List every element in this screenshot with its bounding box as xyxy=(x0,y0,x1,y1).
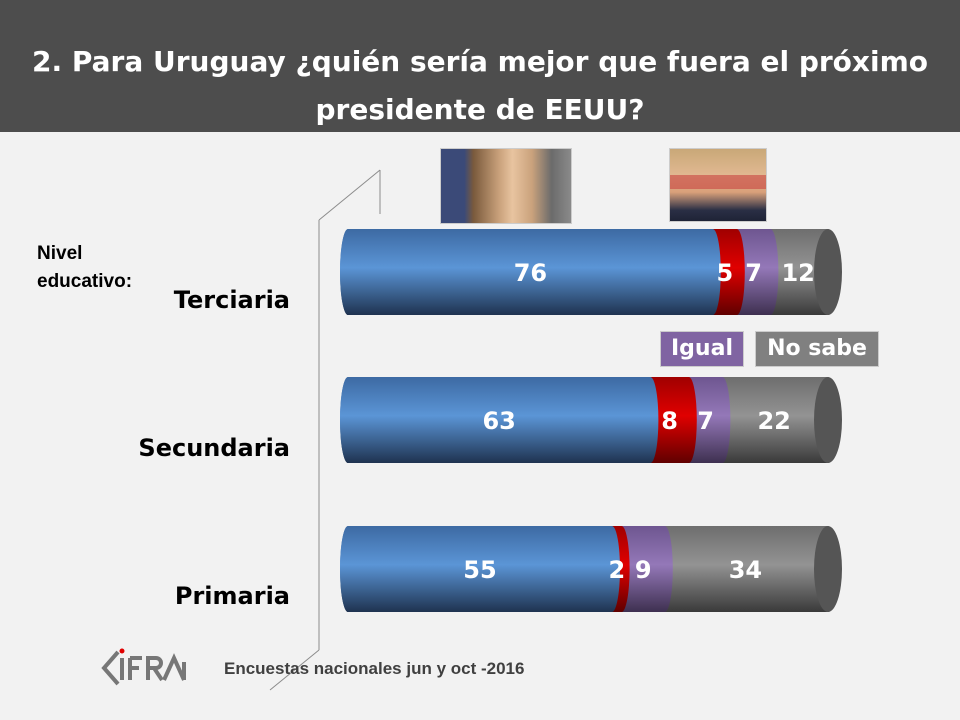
data-label-no-sabe-terciaria: 12 xyxy=(781,259,814,287)
legend-no-sabe: No sabe xyxy=(755,331,879,367)
source-note: Encuestas nacionales jun y oct -2016 xyxy=(224,659,525,678)
bar-segment-clinton-secundaria xyxy=(340,377,659,463)
legend-igual: Igual xyxy=(660,331,744,367)
bar-end-cap-primaria xyxy=(814,526,842,612)
axis-frame-line-3 xyxy=(269,649,320,691)
data-label-no-sabe-secundaria: 22 xyxy=(757,407,790,435)
data-label-trump-secundaria: 8 xyxy=(661,407,678,435)
bar-segment-no-sabe-primaria xyxy=(656,526,836,612)
cifra-logo-icon xyxy=(101,648,186,686)
title-line-2: presidente de EEUU? xyxy=(315,93,645,126)
bar-end-cap-secundaria xyxy=(814,377,842,463)
bar-row-primaria: 55 2 9 34 xyxy=(340,526,842,612)
axis-label-line-1: Nivel xyxy=(37,243,83,264)
page-title: 2. Para Uruguay ¿quién sería mejor que f… xyxy=(0,38,960,134)
bar-end-cap-terciaria xyxy=(814,229,842,315)
data-label-clinton-secundaria: 63 xyxy=(482,407,515,435)
bar-segment-no-sabe-secundaria xyxy=(714,377,836,463)
bar-segment-clinton-primaria xyxy=(340,526,620,612)
header-bar xyxy=(0,0,960,132)
category-label-secundaria: Secundaria xyxy=(138,434,290,462)
clinton-photo xyxy=(440,148,572,224)
data-label-clinton-primaria: 55 xyxy=(463,556,496,584)
category-label-terciaria: Terciaria xyxy=(173,286,290,314)
axis-label-line-2: educativo: xyxy=(37,271,133,292)
data-label-igual-secundaria: 7 xyxy=(697,407,714,435)
data-label-trump-primaria: 2 xyxy=(608,556,625,584)
bar-row-secundaria: 63 8 7 22 xyxy=(340,377,842,463)
bar-segment-clinton-terciaria xyxy=(340,229,721,315)
axis-frame xyxy=(269,169,381,691)
category-label-primaria: Primaria xyxy=(174,582,290,610)
data-label-igual-terciaria: 7 xyxy=(745,259,762,287)
data-label-clinton-terciaria: 76 xyxy=(514,259,547,287)
trump-photo xyxy=(669,148,767,222)
data-label-igual-primaria: 9 xyxy=(635,556,652,584)
data-label-no-sabe-primaria: 34 xyxy=(729,556,762,584)
axis-frame-line-1 xyxy=(318,169,381,221)
axis-label: Nivel educativo: xyxy=(37,240,132,296)
data-label-trump-terciaria: 5 xyxy=(716,259,733,287)
title-line-1: 2. Para Uruguay ¿quién sería mejor que f… xyxy=(32,45,928,78)
bar-row-terciaria: 76 5 7 12 xyxy=(340,229,842,315)
